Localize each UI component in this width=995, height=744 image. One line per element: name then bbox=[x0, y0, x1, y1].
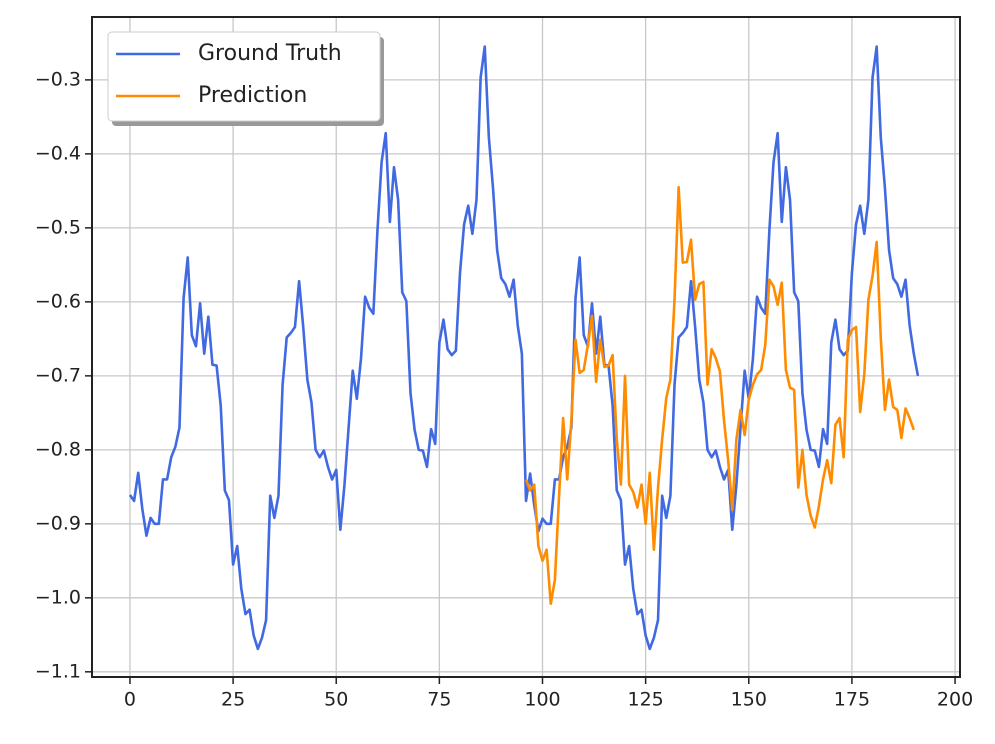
y-tick-label: −0.9 bbox=[35, 512, 81, 534]
legend-label: Prediction bbox=[198, 83, 307, 108]
x-tick-label: 25 bbox=[221, 689, 245, 711]
legend-label: Ground Truth bbox=[198, 41, 342, 66]
plot-frame bbox=[91, 16, 961, 678]
x-tick-label: 0 bbox=[124, 689, 136, 711]
x-tick-label: 200 bbox=[937, 689, 973, 711]
x-tick-label: 50 bbox=[324, 689, 348, 711]
legend: Ground Truth Prediction bbox=[107, 31, 384, 126]
y-tick-label: −0.3 bbox=[35, 68, 81, 90]
y-tick-label: −0.5 bbox=[35, 216, 81, 238]
x-tick-label: 125 bbox=[628, 689, 664, 711]
y-tick-label: −1.1 bbox=[35, 660, 81, 682]
y-tick-label: −0.4 bbox=[35, 142, 81, 164]
x-tick-label: 100 bbox=[524, 689, 560, 711]
y-tick-label: −0.8 bbox=[35, 438, 81, 460]
data-line bbox=[524, 185, 916, 606]
data-line bbox=[128, 45, 920, 651]
x-tick-label: 175 bbox=[834, 689, 870, 711]
y-tick-label: −0.7 bbox=[35, 364, 81, 386]
y-tick-label: −0.6 bbox=[35, 290, 81, 312]
x-tick-label: 150 bbox=[731, 689, 767, 711]
y-tick-label: −1.0 bbox=[35, 586, 81, 608]
x-tick-label: 75 bbox=[427, 689, 451, 711]
